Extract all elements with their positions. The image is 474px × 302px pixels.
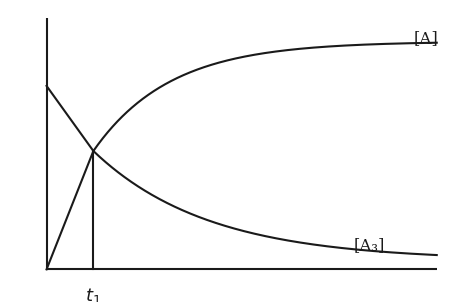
Text: $t_1$: $t_1$ (85, 286, 101, 302)
Text: [A₃]: [A₃] (353, 237, 384, 254)
Text: [A]: [A] (413, 30, 438, 47)
